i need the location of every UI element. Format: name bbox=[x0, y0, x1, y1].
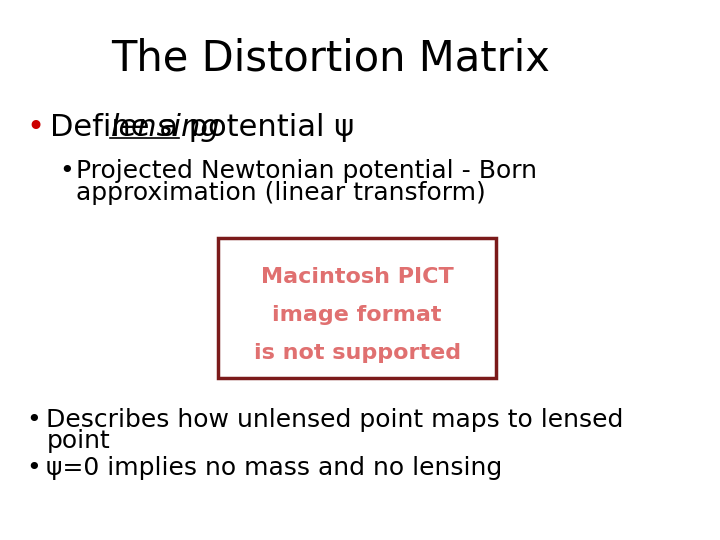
Text: •: • bbox=[27, 408, 41, 431]
Text: lensing: lensing bbox=[110, 113, 220, 143]
Text: Describes how unlensed point maps to lensed: Describes how unlensed point maps to len… bbox=[46, 408, 624, 431]
Text: point: point bbox=[46, 429, 110, 453]
Text: Define a: Define a bbox=[50, 113, 187, 143]
Text: potential ψ: potential ψ bbox=[179, 113, 354, 143]
Text: Macintosh PICT: Macintosh PICT bbox=[261, 267, 454, 287]
Text: •: • bbox=[27, 456, 41, 480]
FancyBboxPatch shape bbox=[218, 238, 496, 378]
Text: The Distortion Matrix: The Distortion Matrix bbox=[112, 38, 550, 80]
Text: approximation (linear transform): approximation (linear transform) bbox=[76, 181, 486, 205]
Text: image format: image format bbox=[272, 305, 442, 325]
Text: ψ=0 implies no mass and no lensing: ψ=0 implies no mass and no lensing bbox=[46, 456, 503, 480]
Text: •: • bbox=[27, 113, 45, 143]
Text: is not supported: is not supported bbox=[253, 343, 461, 363]
Text: •: • bbox=[60, 159, 74, 183]
Text: Projected Newtonian potential - Born: Projected Newtonian potential - Born bbox=[76, 159, 537, 183]
